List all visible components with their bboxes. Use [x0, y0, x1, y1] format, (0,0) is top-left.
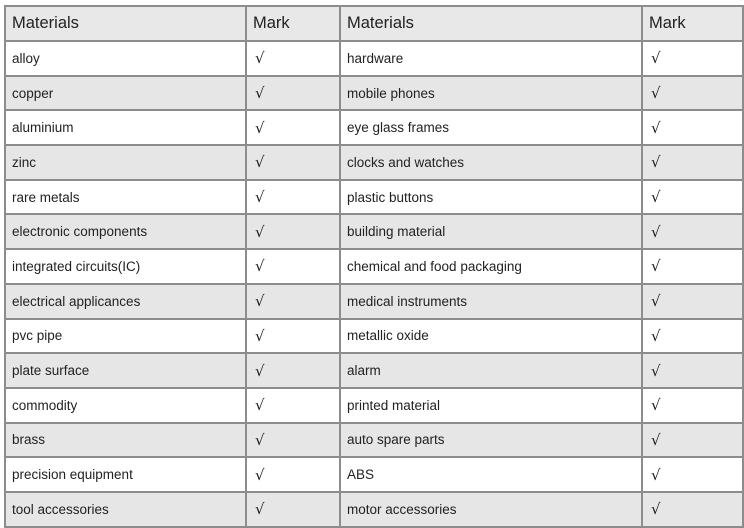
check-mark-icon: √	[245, 282, 341, 320]
check-mark-icon: √	[245, 352, 341, 389]
check-mark-icon: √	[641, 386, 744, 424]
check-mark-icon: √	[641, 352, 744, 389]
material-cell: hardware	[339, 40, 643, 77]
header-row: Materials Mark Materials Mark	[4, 5, 744, 42]
check-mark-icon: √	[245, 490, 341, 528]
material-cell: alloy	[4, 40, 247, 77]
header-materials: Materials	[339, 5, 643, 42]
material-cell: alarm	[339, 352, 643, 389]
material-cell: eye glass frames	[339, 109, 643, 147]
check-mark-icon: √	[245, 178, 341, 216]
material-cell: integrated circuits(IC)	[4, 248, 247, 285]
material-cell: zinc	[4, 144, 247, 181]
check-mark-icon: √	[641, 421, 744, 459]
check-mark-icon: √	[641, 109, 744, 147]
material-cell: motor accessories	[339, 490, 643, 528]
table-row: aluminium √ eye glass frames √	[4, 109, 744, 147]
material-cell: plate surface	[4, 352, 247, 389]
check-mark-icon: √	[245, 386, 341, 424]
table-row: electrical applicances √ medical instrumen…	[4, 282, 744, 320]
table-row: rare metals √ plastic buttons √	[4, 178, 744, 216]
check-mark-icon: √	[641, 317, 744, 355]
material-cell: aluminium	[4, 109, 247, 147]
table-row: brass √ auto spare parts √	[4, 421, 744, 459]
table-row: electronic components √ building material √	[4, 213, 744, 251]
check-mark-icon: √	[641, 144, 744, 181]
check-mark-icon: √	[641, 40, 744, 77]
check-mark-icon: √	[245, 40, 341, 77]
check-mark-icon: √	[641, 74, 744, 112]
material-cell: plastic buttons	[339, 178, 643, 216]
check-mark-icon: √	[245, 456, 341, 493]
materials-table: Materials Mark Materials Mark alloy √ hard…	[4, 5, 744, 528]
table-row: commodity √ printed material √	[4, 386, 744, 424]
header-mark: Mark	[245, 5, 341, 42]
material-cell: mobile phones	[339, 74, 643, 112]
table-row: plate surface √ alarm √	[4, 352, 744, 389]
material-cell: clocks and watches	[339, 144, 643, 181]
table-row: pvc pipe √ metallic oxide √	[4, 317, 744, 355]
material-cell: chemical and food packaging	[339, 248, 643, 285]
check-mark-icon: √	[245, 74, 341, 112]
material-cell: commodity	[4, 386, 247, 424]
check-mark-icon: √	[641, 456, 744, 493]
check-mark-icon: √	[245, 421, 341, 459]
material-cell: rare metals	[4, 178, 247, 216]
check-mark-icon: √	[245, 248, 341, 285]
check-mark-icon: √	[245, 317, 341, 355]
material-cell: auto spare parts	[339, 421, 643, 459]
material-cell: pvc pipe	[4, 317, 247, 355]
header-materials: Materials	[4, 5, 247, 42]
material-cell: metallic oxide	[339, 317, 643, 355]
table-row: alloy √ hardware √	[4, 40, 744, 77]
check-mark-icon: √	[641, 490, 744, 528]
material-cell: ABS	[339, 456, 643, 493]
check-mark-icon: √	[641, 248, 744, 285]
table-row: tool accessories √ motor accessories √	[4, 490, 744, 528]
check-mark-icon: √	[245, 144, 341, 181]
check-mark-icon: √	[245, 213, 341, 251]
material-cell: building material	[339, 213, 643, 251]
material-cell: electronic components	[4, 213, 247, 251]
material-cell: brass	[4, 421, 247, 459]
material-cell: copper	[4, 74, 247, 112]
check-mark-icon: √	[245, 109, 341, 147]
material-cell: tool accessories	[4, 490, 247, 528]
material-cell: electrical applicances	[4, 282, 247, 320]
table-row: zinc √ clocks and watches √	[4, 144, 744, 181]
table-row: copper √ mobile phones √	[4, 74, 744, 112]
material-cell: precision equipment	[4, 456, 247, 493]
table-row: precision equipment √ ABS √	[4, 456, 744, 493]
table-row: integrated circuits(IC) √ chemical and foo…	[4, 248, 744, 285]
check-mark-icon: √	[641, 213, 744, 251]
material-cell: printed material	[339, 386, 643, 424]
check-mark-icon: √	[641, 178, 744, 216]
material-cell: medical instruments	[339, 282, 643, 320]
header-mark: Mark	[641, 5, 744, 42]
check-mark-icon: √	[641, 282, 744, 320]
